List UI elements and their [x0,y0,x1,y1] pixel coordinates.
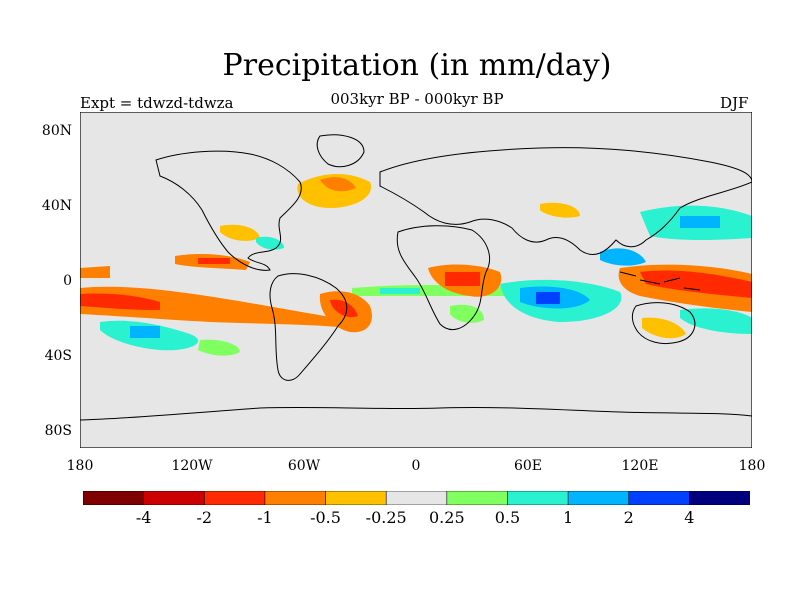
season-label: DJF [720,94,749,112]
anomaly-equatorial-pacific-neg [80,266,110,278]
coast-greenland [316,134,365,168]
anomaly-north-atlantic-neg [297,173,372,208]
lon-label-60e: 60E [513,458,543,474]
anomaly-central-pacific-neg-core [198,258,230,264]
colorbar-label-9: 4 [684,508,695,527]
anomaly-gulf-pos [256,236,284,250]
colorbar-swatch-10 [689,491,750,505]
coast-maritime-islands [619,271,701,291]
anomaly-southeast-pacific-pos [198,339,240,356]
anomaly-north-america-neg [220,224,260,241]
lat-label-80n: 80N [41,123,72,139]
colorbar-swatch-7 [507,491,569,505]
colorbar-swatch-4 [325,491,387,505]
anomaly-southern-africa-pos [450,304,484,323]
chart-title: Precipitation (in mm/day) [222,48,612,83]
colorbar-label-7: 1 [562,508,574,527]
colorbar-swatch-2 [203,491,266,505]
anomaly-south-pacific-neg [80,286,350,328]
lon-label-60w: 60W [287,458,321,474]
colorbar-swatch-1 [143,491,206,505]
lat-label-80s: 80S [44,423,72,439]
anomaly-south-pacific-pos-core [130,326,160,338]
coast-south-america [269,273,348,381]
colorbar-label-4: -0.25 [365,508,407,527]
lat-label-40s: 40S [44,348,72,364]
colorbar [83,491,750,505]
anomaly-patches [80,173,752,356]
lon-label-180-right: 180 [738,458,766,474]
coastlines [80,134,752,421]
anomaly-northwest-pacific-pos-core [680,216,720,228]
colorbar-swatches [83,491,750,505]
colorbar-label-5: 0.25 [429,508,465,527]
experiment-label: Expt = tdwzd-tdwza [80,94,234,112]
anomaly-atlantic-itcz-pos-core [380,288,420,294]
coast-australia [631,302,696,345]
coast-africa [396,225,490,331]
colorbar-swatch-5 [385,491,448,505]
colorbar-label-1: -2 [196,508,213,527]
anomaly-indian-ocean-pos-core [536,292,560,304]
lat-label-0: 0 [63,273,72,289]
lat-label-40n: 40N [41,198,72,214]
colorbar-swatch-0 [83,491,145,505]
anomaly-australia-neg [642,317,686,339]
colorbar-swatch-9 [628,491,691,505]
anomaly-south-pacific-neg-core [80,293,160,310]
lon-label-180-left: 180 [66,458,94,474]
lon-label-120e: 120E [621,458,659,474]
map-panel [80,112,752,448]
anomaly-southwest-pacific-pos [680,308,752,334]
chart-subtitle: 003kyr BP - 000kyr BP [330,90,504,108]
anomaly-maritime-neg-core [640,270,752,298]
colorbar-swatch-6 [446,491,509,505]
colorbar-swatch-8 [567,491,630,505]
coast-antarctica [80,406,752,421]
lon-label-120w: 120W [171,458,213,474]
precipitation-map [80,112,752,448]
coast-north-america [155,150,302,271]
colorbar-label-6: 0.5 [494,508,521,527]
anomaly-south-america-neg-core [330,299,358,318]
colorbar-label-8: 2 [623,508,634,527]
anomaly-east-asia-neg [540,202,580,218]
colorbar-label-0: -4 [135,508,152,527]
colorbar-swatch-3 [264,491,327,505]
coast-eurasia [379,147,752,255]
anomaly-west-pacific-pos [600,248,646,266]
lon-label-0: 0 [411,458,421,474]
colorbar-label-2: -1 [257,508,273,527]
anomaly-africa-neg-core [445,272,480,286]
anomaly-north-atlantic-neg-core [320,177,356,192]
colorbar-label-3: -0.5 [310,508,341,527]
